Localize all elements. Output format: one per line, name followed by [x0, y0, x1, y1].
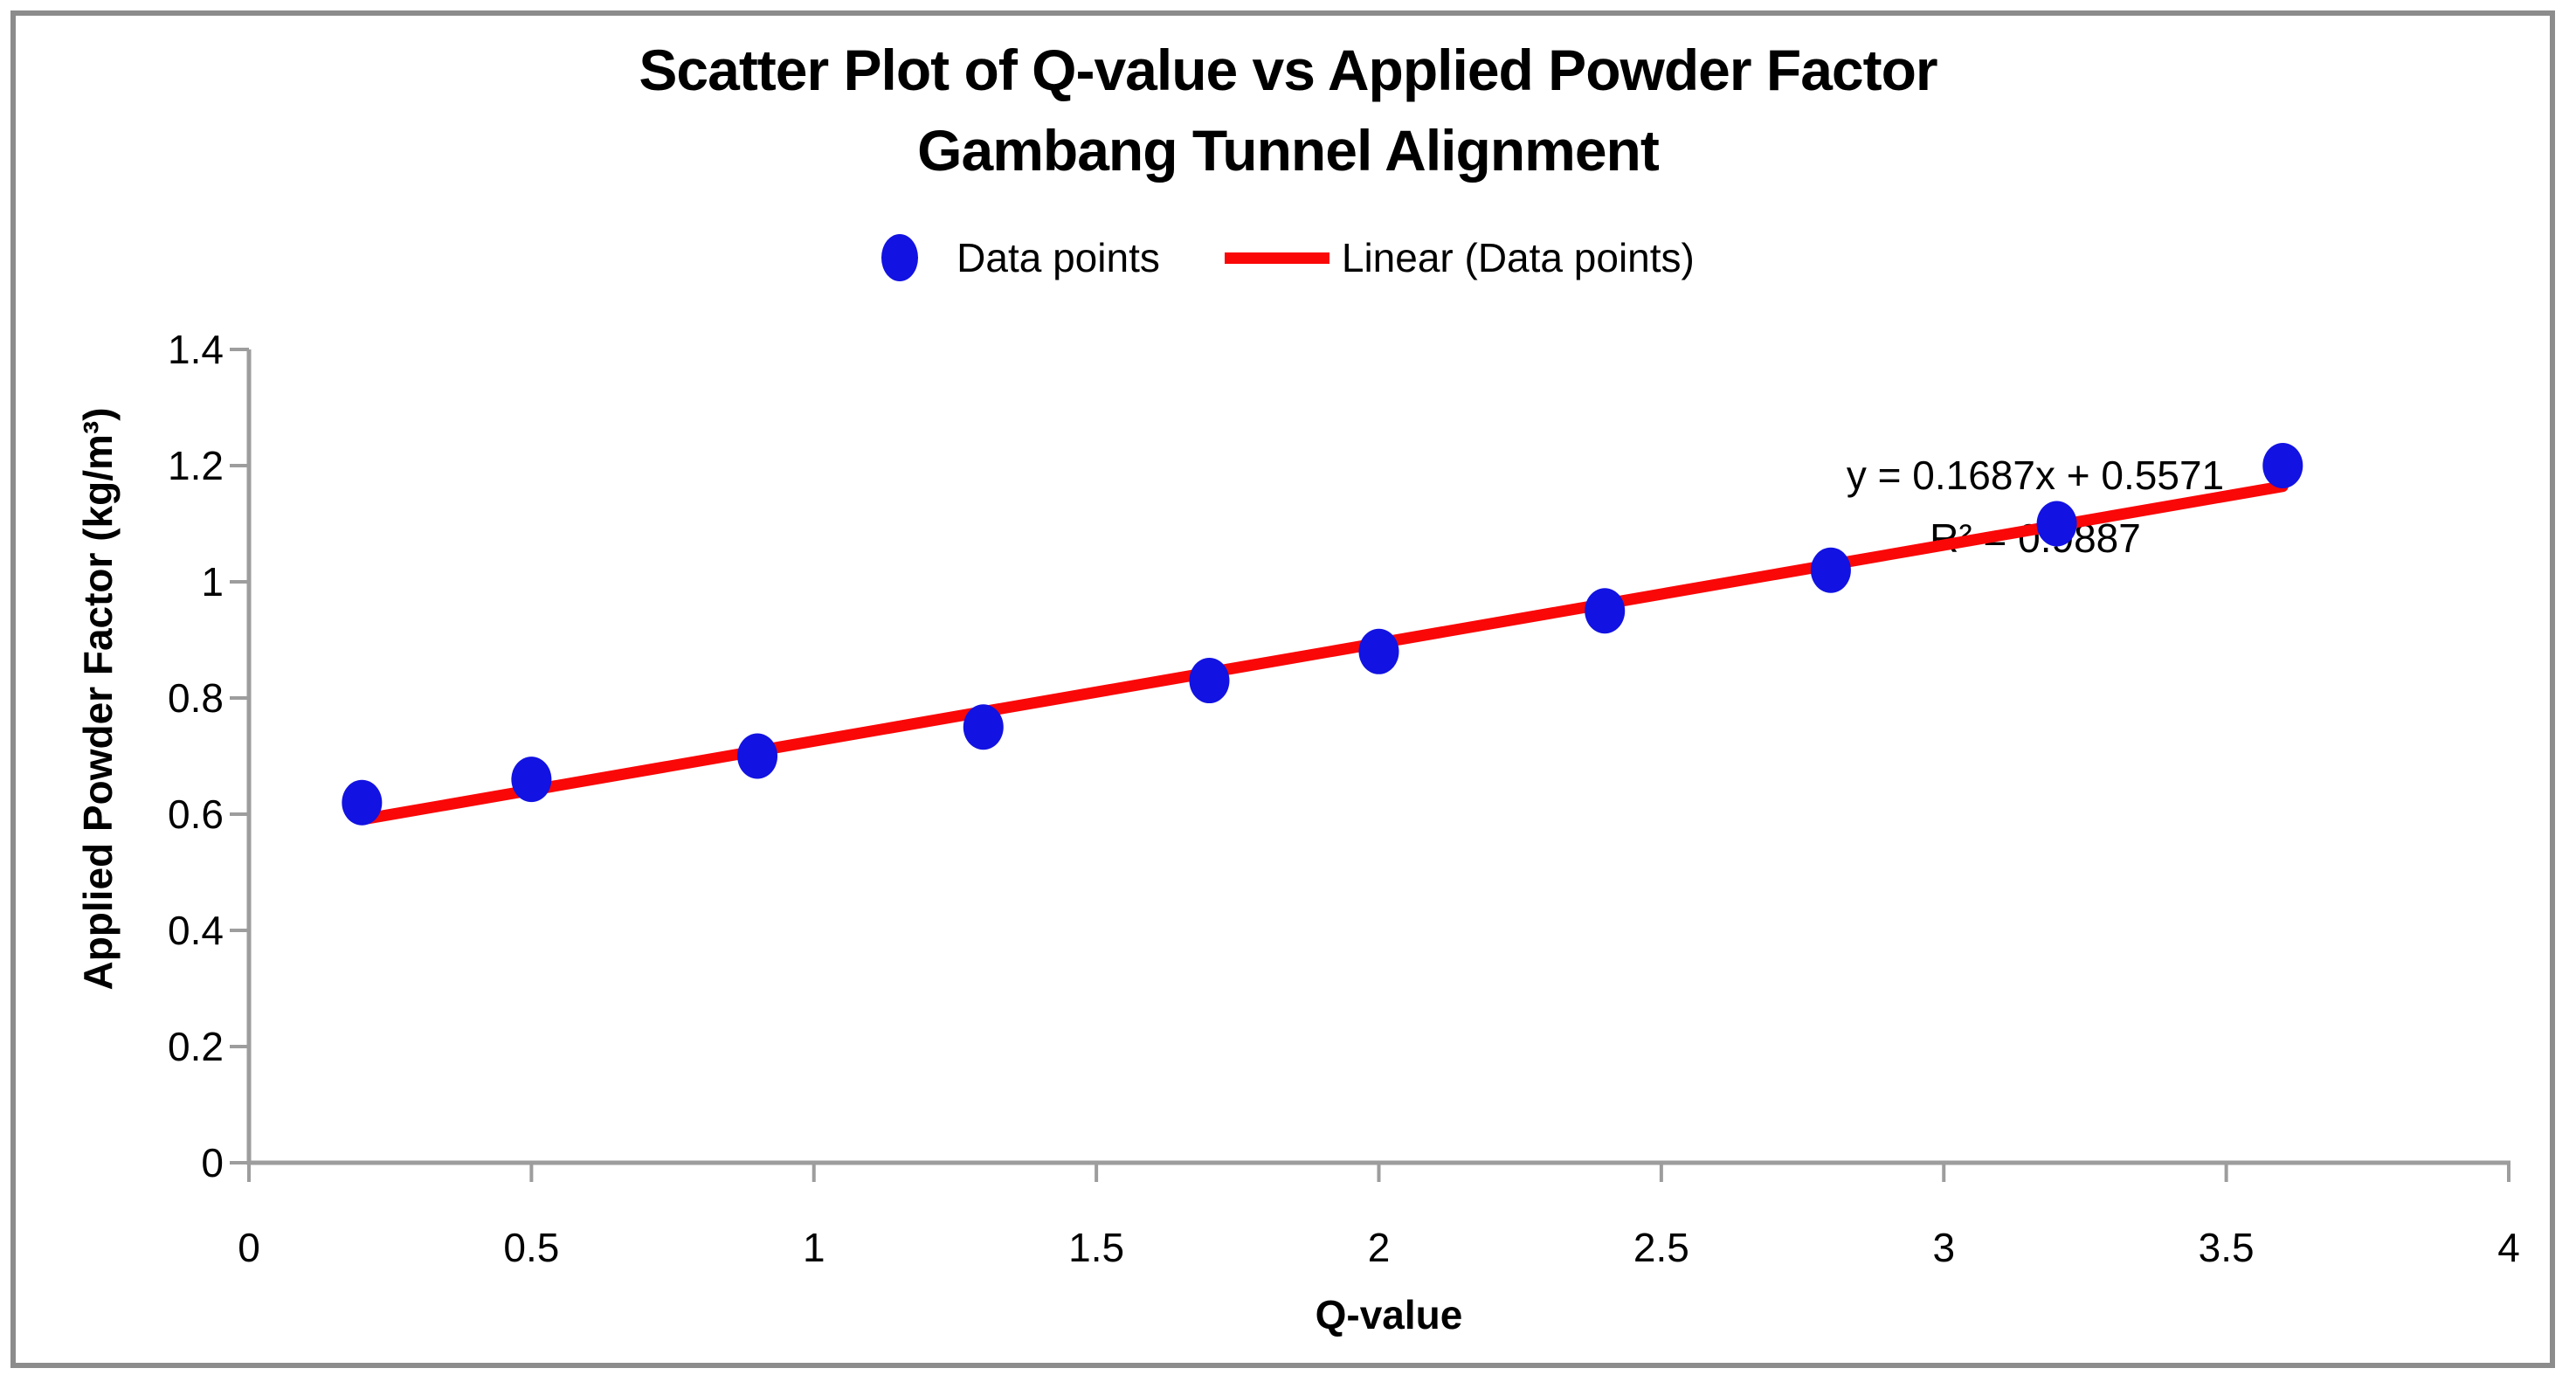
x-tick-label: 2	[1368, 1225, 1391, 1270]
x-tick-label: 3.5	[2199, 1225, 2255, 1270]
trendline-swatch-icon	[1224, 252, 1329, 264]
x-tick-label: 0.5	[503, 1225, 559, 1270]
x-tick-label: 1	[803, 1225, 825, 1270]
chart-title: Scatter Plot of Q-value vs Applied Powde…	[0, 30, 2576, 190]
y-axis-title: Applied Powder Factor (kg/m³)	[75, 407, 121, 990]
x-tick-label: 0	[238, 1225, 260, 1270]
legend-item-data-points: Data points	[881, 234, 1160, 281]
chart-title-line1: Scatter Plot of Q-value vs Applied Powde…	[639, 38, 1937, 102]
y-tick-label: 1.2	[168, 443, 224, 488]
equation-label: y = 0.1687x + 0.5571	[1847, 453, 2224, 498]
data-point	[737, 733, 778, 779]
data-point	[963, 704, 1004, 750]
y-tick-label: 0.6	[168, 791, 224, 837]
scatter-marker-icon	[881, 234, 919, 281]
chart-frame	[10, 10, 2555, 1368]
x-tick-label: 2.5	[1633, 1225, 1689, 1270]
data-point	[1358, 628, 1399, 674]
y-tick-label: 1	[201, 559, 224, 605]
trendline	[356, 480, 2289, 826]
legend-item-trendline: Linear (Data points)	[1224, 234, 1695, 281]
y-tick-label: 1.4	[168, 327, 224, 372]
data-point	[1810, 547, 1851, 593]
legend-label-data-points: Data points	[957, 235, 1160, 280]
data-point	[511, 757, 552, 803]
data-point	[342, 779, 383, 826]
y-tick-label: 0.8	[168, 675, 224, 721]
y-tick-label: 0.2	[168, 1024, 224, 1069]
y-tick-label: 0.4	[168, 908, 224, 953]
x-axis-title: Q-value	[1316, 1292, 1463, 1337]
x-tick-label: 3	[1932, 1225, 1955, 1270]
x-tick-label: 4	[2497, 1225, 2520, 1270]
legend: Data points Linear (Data points)	[0, 234, 2576, 281]
data-point	[1189, 658, 1230, 704]
data-point	[2262, 443, 2303, 488]
data-point	[2036, 501, 2077, 547]
data-point	[1585, 588, 1626, 634]
chart-title-line2: Gambang Tunnel Alignment	[917, 118, 1660, 183]
legend-label-trendline: Linear (Data points)	[1341, 235, 1695, 280]
x-tick-label: 1.5	[1068, 1225, 1124, 1270]
y-tick-label: 0	[201, 1140, 224, 1185]
